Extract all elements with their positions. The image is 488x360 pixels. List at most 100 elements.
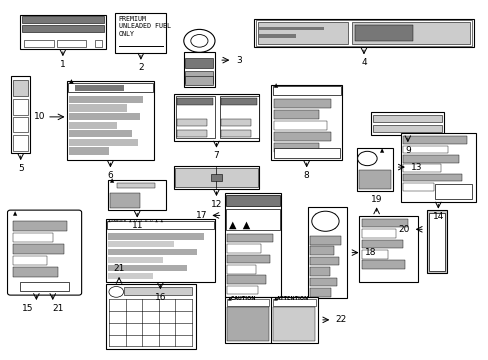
Text: 21: 21 [113,265,124,274]
Text: 8: 8 [303,171,309,180]
Bar [69,139,137,146]
Bar [356,148,392,191]
Bar [142,311,158,322]
Bar [358,170,390,189]
Bar [310,236,341,244]
Bar [361,229,395,238]
Bar [227,286,258,294]
Bar [361,260,404,269]
Text: 1: 1 [60,60,65,69]
Text: 22: 22 [335,315,346,324]
Bar [272,86,340,95]
Bar [402,164,440,172]
Bar [20,15,105,49]
Bar [13,256,47,265]
Text: 9: 9 [404,146,410,155]
Bar [361,239,402,248]
Bar [226,209,279,230]
Text: 6: 6 [107,171,113,180]
Bar [108,257,163,263]
Text: 5: 5 [18,164,23,173]
Bar [351,22,469,44]
Bar [20,282,69,291]
Bar [271,85,341,160]
Bar [273,307,314,341]
Bar [273,148,339,158]
Bar [108,241,173,247]
Text: ▲DANGER ▲ O O O O ▲ ▲: ▲DANGER ▲ O O O O ▲ ▲ [108,219,163,222]
Bar [273,132,330,141]
Bar [176,323,191,334]
Bar [159,311,175,322]
Bar [273,121,326,130]
Bar [273,299,315,306]
Bar [307,207,346,298]
Bar [259,35,295,38]
Bar [108,180,166,211]
Bar [107,221,213,229]
Bar [402,183,433,191]
Bar [273,110,319,119]
Bar [95,40,102,47]
Text: ▲: ▲ [13,211,18,216]
Text: ▲: ▲ [69,80,74,85]
Bar [310,288,331,297]
Bar [402,145,447,153]
Bar [110,193,140,208]
Text: 11: 11 [131,221,142,230]
Bar [75,85,123,91]
Text: 14: 14 [432,212,443,221]
Bar [110,335,125,346]
Bar [176,130,207,137]
Bar [175,96,214,138]
Bar [105,220,215,282]
Text: 18: 18 [364,248,375,257]
Bar [402,155,458,163]
Bar [310,257,338,265]
Bar [117,183,155,188]
Bar [254,19,473,47]
Bar [372,125,442,132]
Bar [159,335,175,346]
Text: 3: 3 [236,56,242,65]
Bar [66,81,154,160]
Bar [370,112,444,135]
Bar [142,300,158,311]
Bar [108,265,186,271]
Bar [57,40,86,47]
Bar [185,76,213,85]
Text: ▲: ▲ [110,178,114,183]
Bar [183,52,215,87]
Circle shape [109,287,123,297]
Bar [13,99,28,116]
Text: 21: 21 [52,303,64,312]
Bar [69,122,117,129]
Text: 15: 15 [22,303,33,312]
Bar [126,311,142,322]
Bar [173,166,259,189]
Bar [142,335,158,346]
Bar [142,323,158,334]
Bar [159,300,175,311]
Bar [13,267,58,277]
Bar [310,246,333,255]
Bar [13,135,28,151]
Bar [434,184,471,199]
Bar [273,99,330,108]
Text: ▲: ▲ [379,149,384,154]
Bar [372,115,442,122]
Text: 16: 16 [154,293,166,302]
Bar [69,113,140,120]
Bar [226,299,269,306]
Text: 10: 10 [34,112,45,121]
Bar [402,136,466,144]
Bar [13,80,28,96]
Bar [185,71,213,83]
Bar [110,300,125,311]
Bar [105,284,195,348]
Bar [361,219,407,227]
Bar [110,311,125,322]
Bar [13,117,28,132]
Bar [175,168,257,187]
Bar [358,216,417,282]
